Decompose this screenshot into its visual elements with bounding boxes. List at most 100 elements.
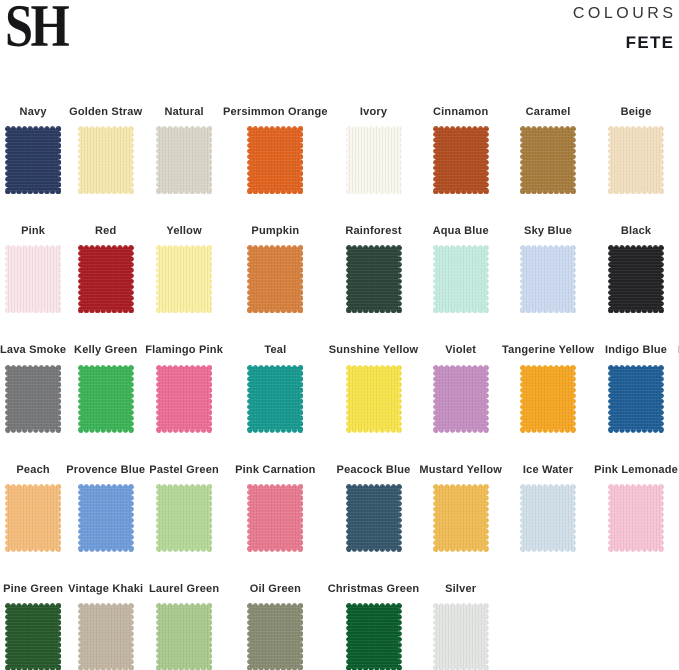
swatch-silver: Silver — [419, 583, 502, 670]
swatch-stamp — [608, 126, 665, 195]
swatch-stamp — [608, 245, 665, 314]
swatch-label: Beige — [620, 106, 652, 118]
swatch-stamp — [345, 245, 402, 314]
swatch-christmas-green: Christmas Green — [328, 583, 420, 670]
swatch-stamp — [345, 126, 402, 195]
swatch-label: Provence Blue — [66, 463, 146, 476]
swatch-label: Sky Blue — [524, 225, 573, 238]
swatch-lava-smoke: Lava Smoke — [0, 344, 67, 433]
swatch-violet: Violet — [419, 344, 502, 433]
swatch-label: Sunshine Yellow — [328, 344, 419, 357]
swatch-grid: Navy Golden Straw Natural Persimmon Oran… — [0, 106, 679, 670]
swatch-stamp — [5, 245, 62, 314]
swatch-stamp — [345, 483, 402, 552]
swatch-label: Mustard Yellow — [419, 463, 503, 476]
swatch-label: Aqua Blue — [432, 225, 489, 238]
swatch-stamp — [520, 126, 577, 195]
swatch-vintage-khaki: Vintage Khaki — [66, 583, 145, 670]
header: SH COLOURS FETE — [0, 0, 679, 59]
swatch-pastel-green: Pastel Green — [145, 464, 223, 552]
swatch-label: Caramel — [525, 106, 571, 118]
swatch-stamp — [247, 602, 304, 670]
swatch-label: Yellow — [166, 225, 202, 238]
swatch-stamp — [5, 602, 62, 670]
swatch-stamp — [77, 364, 134, 433]
swatch-label: Natural — [164, 106, 204, 118]
swatch-caramel: Caramel — [502, 106, 594, 195]
swatch-indigo-blue: Indigo Blue — [594, 344, 678, 433]
swatch-oil-green: Oil Green — [223, 583, 328, 670]
swatch-label: Ivory — [359, 106, 388, 118]
swatch-label: Cinnamon — [433, 106, 489, 118]
swatch-teal: Teal — [223, 344, 328, 433]
swatch-label: Pine Green — [3, 582, 64, 595]
collection-header: COLOURS FETE — [573, 2, 673, 53]
swatch-stamp — [345, 364, 402, 433]
swatch-stamp — [608, 483, 665, 552]
swatch-pink-lemonade: Pink Lemonade — [594, 464, 678, 552]
swatch-label: Teal — [264, 344, 287, 357]
swatch-laurel-green: Laurel Green — [145, 583, 223, 670]
swatch-stamp — [77, 483, 134, 552]
swatch-label: Vintage Khaki — [68, 582, 144, 595]
swatch-label: Pink — [21, 225, 46, 238]
swatch-stamp — [432, 602, 489, 670]
swatch-label: Tangerine Yellow — [502, 344, 595, 357]
swatch-label: Black — [620, 225, 652, 238]
swatch-stamp — [156, 245, 213, 314]
swatch-flamingo-pink: Flamingo Pink — [145, 344, 224, 433]
swatch-label: Kelly Green — [74, 344, 138, 357]
swatch-stamp — [520, 483, 577, 552]
swatch-sunshine-yellow: Sunshine Yellow — [328, 344, 420, 433]
swatch-stamp — [156, 483, 213, 552]
swatch-stamp — [156, 602, 213, 670]
swatch-pink: Pink — [0, 225, 66, 314]
swatch-stamp — [432, 245, 489, 314]
swatch-stamp — [247, 364, 304, 433]
swatch-stamp — [432, 126, 489, 195]
swatch-navy: Navy — [0, 106, 66, 195]
swatch-natural: Natural — [145, 106, 223, 195]
swatch-stamp — [520, 364, 577, 433]
swatch-sky-blue: Sky Blue — [502, 225, 594, 314]
swatch-peacock-blue: Peacock Blue — [328, 464, 420, 552]
swatch-kelly-green: Kelly Green — [66, 344, 145, 433]
swatch-stamp — [432, 483, 489, 552]
swatch-stamp — [520, 245, 577, 314]
swatch-ice-water: Ice Water — [502, 464, 594, 552]
swatch-cinnamon: Cinnamon — [419, 106, 502, 195]
swatch-label: Red — [95, 225, 117, 238]
swatch-label: Golden Straw — [69, 106, 143, 118]
swatch-label: Violet — [445, 344, 477, 357]
swatch-stamp — [156, 364, 213, 433]
swatch-yellow: Yellow — [145, 225, 223, 314]
swatch-label: Laurel Green — [148, 582, 220, 595]
swatch-label: Indigo Blue — [605, 344, 668, 357]
swatch-label: Silver — [445, 582, 477, 595]
swatch-aqua-blue: Aqua Blue — [419, 225, 502, 314]
swatch-pine-green: Pine Green — [0, 583, 66, 670]
swatch-label: Peacock Blue — [336, 463, 411, 476]
swatch-stamp — [247, 245, 304, 314]
swatch-label: Persimmon Orange — [223, 106, 328, 118]
swatch-persimmon-orange: Persimmon Orange — [223, 106, 328, 195]
swatch-red: Red — [66, 225, 145, 314]
collection-label: COLOURS — [572, 5, 677, 22]
swatch-label: Pink Carnation — [235, 463, 316, 476]
swatch-label: Oil Green — [249, 582, 302, 595]
swatch-stamp — [5, 364, 62, 433]
swatch-stamp — [77, 126, 134, 195]
swatch-label: Peach — [16, 463, 50, 476]
swatch-golden-straw: Golden Straw — [66, 106, 145, 195]
swatch-stamp — [432, 364, 489, 433]
swatch-ivory: Ivory — [328, 106, 420, 195]
swatch-label: Flamingo Pink — [145, 344, 224, 357]
swatch-label: Lava Smoke — [0, 344, 67, 357]
brand-logo: SH — [5, 0, 70, 59]
swatch-stamp — [345, 602, 402, 670]
swatch-stamp — [156, 126, 213, 195]
swatch-label: Navy — [19, 106, 47, 118]
swatch-mustard-yellow: Mustard Yellow — [419, 464, 502, 552]
swatch-label: Pink Lemonade — [594, 463, 678, 476]
